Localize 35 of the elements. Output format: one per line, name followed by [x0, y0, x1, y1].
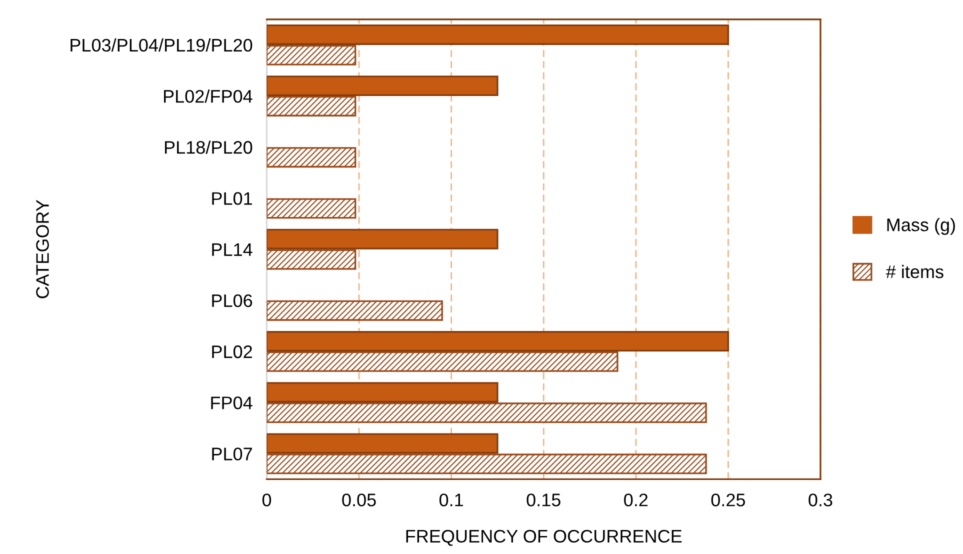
y-axis-title: CATEGORY	[36, 200, 49, 298]
y-tick-label: PL03/PL04/PL19/PL20	[70, 38, 252, 52]
bar	[266, 331, 730, 352]
bar	[266, 433, 498, 454]
y-tick-label: PL06	[212, 294, 252, 308]
bar	[266, 76, 498, 96]
bar	[266, 351, 618, 372]
bar	[266, 249, 356, 270]
x-tick-label: 0	[262, 494, 272, 506]
bar	[266, 402, 707, 424]
bar	[266, 300, 443, 321]
x-tick-label: 0.1	[439, 494, 463, 506]
y-tick-label: PL14	[212, 243, 252, 256]
x-tick-label: 0.25	[711, 494, 746, 506]
bar	[266, 454, 707, 474]
x-tick-label: 0.05	[342, 494, 376, 506]
y-tick-label: PL02/FP04	[164, 89, 252, 103]
bar	[266, 382, 498, 403]
bar	[266, 228, 498, 250]
x-axis-title: FREQUENCY OF OCCURRENCE	[406, 530, 682, 546]
x-tick-label: 0.3	[808, 494, 832, 506]
y-tick-label: PL18/PL20	[164, 140, 252, 154]
legend-label: Mass (g)	[887, 218, 955, 235]
legend-label: # items	[886, 264, 944, 278]
bar	[266, 198, 356, 219]
y-tick-label: PL02	[212, 345, 252, 358]
y-tick-label: PL01	[212, 192, 252, 205]
y-tick-label: FP04	[211, 396, 252, 410]
x-tick-label: 0.2	[624, 494, 648, 506]
bar	[266, 24, 730, 45]
x-tick-label: 0.15	[526, 494, 560, 506]
y-tick-label: PL07	[212, 448, 252, 460]
bar	[266, 96, 356, 116]
bar	[266, 147, 356, 168]
bar	[266, 44, 356, 66]
